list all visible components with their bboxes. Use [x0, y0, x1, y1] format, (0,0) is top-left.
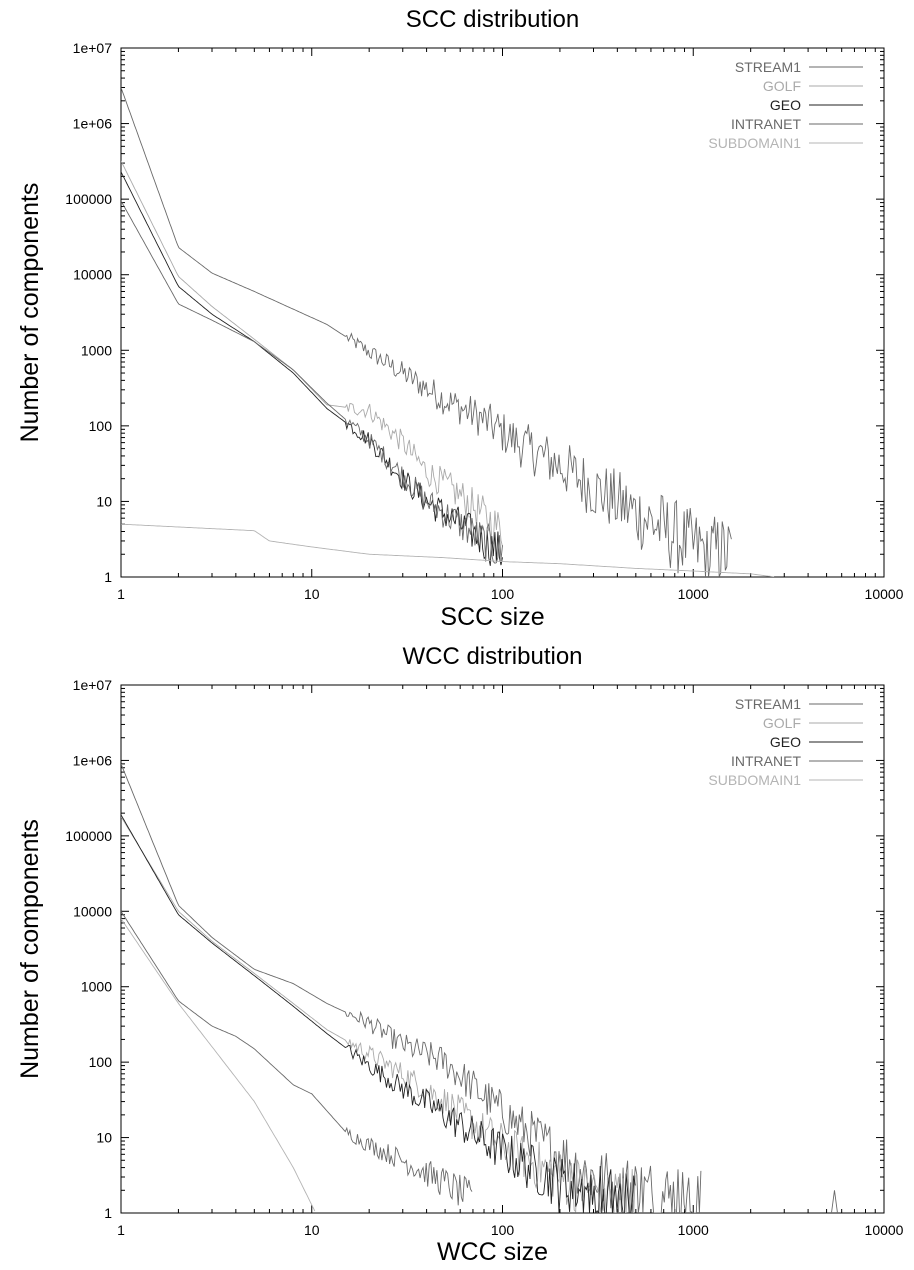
- y-tick-label: 10000: [73, 267, 112, 283]
- legend-label-geo: GEO: [770, 734, 801, 750]
- legend-label-golf: GOLF: [763, 715, 801, 731]
- y-tick-label: 1: [104, 1205, 112, 1221]
- y-tick-label: 10: [96, 1130, 112, 1146]
- chart-panel-1: SCC distribution SCC size Number of compon…: [16, 6, 904, 631]
- x-tick-label: 1000: [678, 586, 709, 602]
- y-tick-label: 1e+07: [73, 40, 113, 56]
- legend-label-stream1: STREAM1: [735, 696, 801, 712]
- y-tick-label: 10: [96, 493, 112, 509]
- series-line-subdomain1: [121, 523, 775, 577]
- legend-label-intranet: INTRANET: [731, 116, 801, 132]
- legend-label-geo: GEO: [770, 97, 801, 113]
- chart-title: SCC distribution: [406, 6, 579, 33]
- chart-title: WCC distribution: [402, 643, 582, 670]
- y-tick-label: 100: [89, 418, 113, 434]
- chart-panel-2: WCC distribution WCC size Number of compon…: [16, 643, 904, 1266]
- y-tick-label: 10000: [73, 903, 112, 919]
- x-tick-label: 10: [304, 1222, 320, 1238]
- series-line-geo: [121, 171, 503, 566]
- legend-label-intranet: INTRANET: [731, 753, 801, 769]
- y-axis-title: Number of components: [16, 183, 44, 443]
- series-line-golf: [121, 160, 503, 547]
- x-axis-title: WCC size: [437, 1238, 548, 1266]
- x-tick-label: 100: [491, 586, 515, 602]
- series-line-golf: [121, 816, 636, 1213]
- legend-label-subdomain1: SUBDOMAIN1: [708, 135, 801, 151]
- series-line-subdomain1: [121, 918, 316, 1212]
- y-tick-label: 1e+06: [73, 752, 113, 768]
- x-tick-label: 100: [491, 1222, 515, 1238]
- series-line-stream1: [121, 763, 702, 1213]
- legend-label-subdomain1: SUBDOMAIN1: [708, 772, 801, 788]
- legend-label-golf: GOLF: [763, 78, 801, 94]
- x-tick-label: 10: [304, 586, 320, 602]
- series-line-geo: [121, 814, 636, 1213]
- series-line-intranet: [121, 911, 473, 1206]
- y-tick-label: 1e+06: [73, 116, 113, 132]
- y-tick-label: 100000: [65, 828, 112, 844]
- x-tick-label: 10000: [865, 1222, 904, 1238]
- y-tick-label: 1000: [81, 979, 112, 995]
- x-tick-label: 1: [117, 1222, 125, 1238]
- y-axis-title: Number of components: [16, 819, 44, 1079]
- x-tick-label: 10000: [865, 586, 904, 602]
- y-tick-label: 1: [104, 569, 112, 585]
- x-tick-label: 1000: [678, 1222, 709, 1238]
- x-tick-label: 1: [117, 586, 125, 602]
- y-tick-label: 100000: [65, 191, 112, 207]
- y-tick-label: 1000: [81, 342, 112, 358]
- x-axis-title: SCC size: [440, 603, 544, 631]
- legend-label-stream1: STREAM1: [735, 59, 801, 75]
- outlier-spike: [831, 1190, 838, 1214]
- series-line-stream1: [121, 87, 732, 577]
- series-line-intranet: [121, 200, 503, 564]
- y-tick-label: 100: [89, 1054, 113, 1070]
- y-tick-label: 1e+07: [73, 677, 113, 693]
